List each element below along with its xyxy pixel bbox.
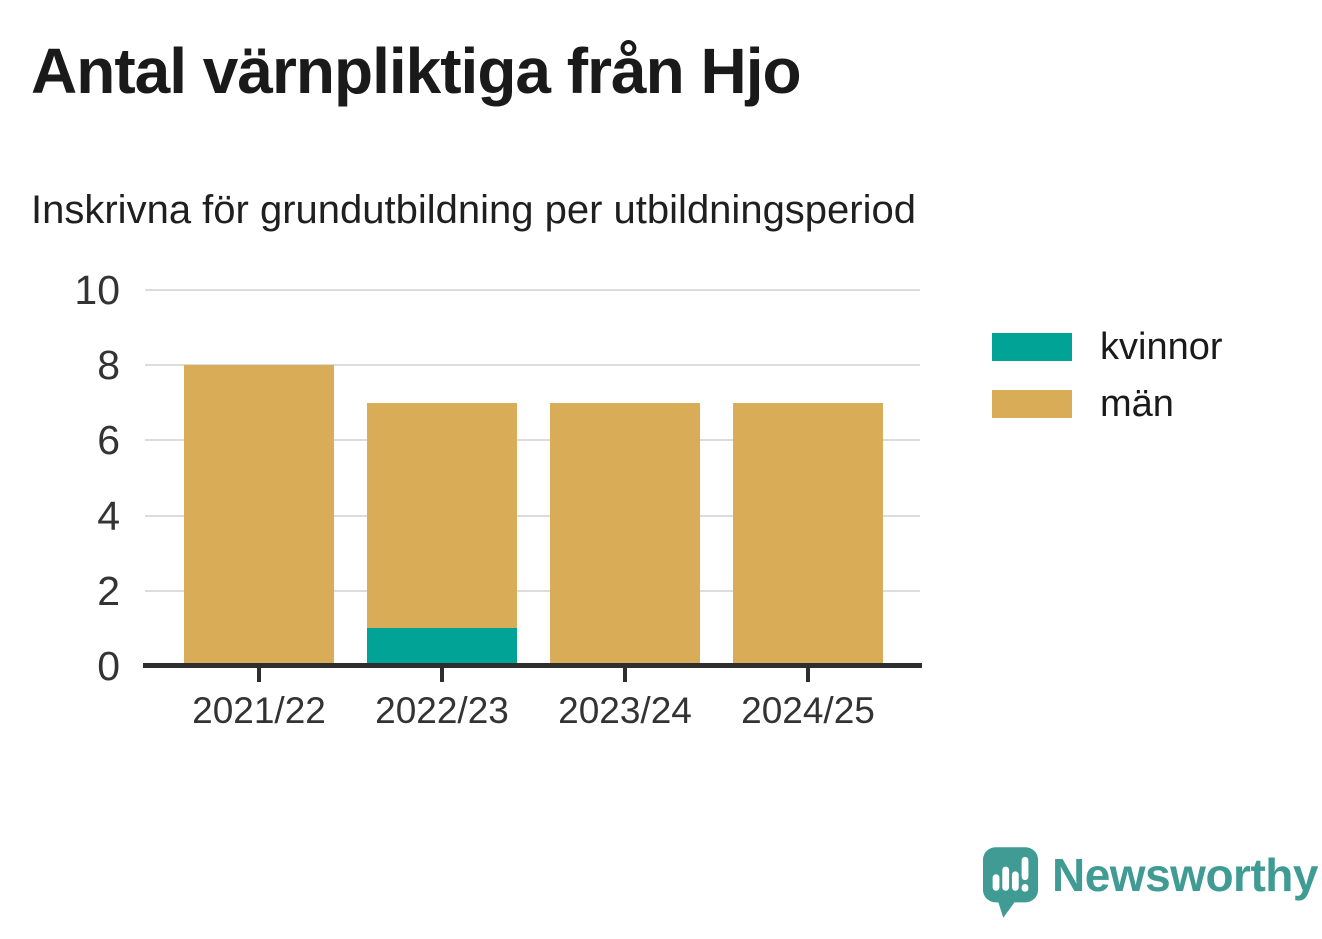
- x-axis-tick-2023/24: [623, 668, 627, 682]
- y-axis-tick-label-2: 2: [97, 567, 120, 614]
- x-axis-label-2023/24: 2023/24: [558, 690, 692, 731]
- x-axis-label-2021/22: 2021/22: [192, 690, 326, 731]
- newsworthy-logo-icon: [982, 847, 1039, 918]
- y-axis-tick-label-10: 10: [74, 267, 120, 313]
- y-axis-tick-label-4: 4: [97, 492, 120, 539]
- bar-chart-glyph: [992, 856, 1029, 892]
- y-axis-tick-label-6: 6: [97, 417, 120, 464]
- bar-segment-kvinnor-2022/23: [367, 628, 517, 666]
- y-axis-tick-label-8: 8: [97, 342, 120, 389]
- bar-segment-män-2024/25: [733, 402, 883, 666]
- legend-item-man: män: [992, 383, 1223, 425]
- x-axis-tick-2022/23: [440, 668, 444, 682]
- legend: kvinnor män: [992, 326, 1223, 447]
- y-axis-tick-label-0: 0: [97, 643, 120, 689]
- x-axis-tick-2024/25: [806, 668, 810, 682]
- gridline-2: [145, 589, 920, 592]
- bar-segment-män-2022/23: [367, 402, 517, 629]
- legend-label-man: män: [1100, 383, 1174, 425]
- x-axis-label-2024/25: 2024/25: [741, 690, 875, 731]
- x-axis-label-2022/23: 2022/23: [375, 690, 509, 731]
- gridline-10: [145, 289, 920, 291]
- x-axis-line: [143, 663, 922, 668]
- gridline-4: [145, 514, 920, 517]
- legend-label-kvinnor: kvinnor: [1100, 326, 1223, 368]
- bar-segment-män-2021/22: [184, 365, 334, 666]
- bar-segment-män-2023/24: [550, 402, 700, 666]
- x-axis-tick-2021/22: [257, 668, 261, 682]
- chart-subtitle: Inskrivna för grundutbildning per utbild…: [31, 188, 916, 232]
- chart-title: Antal värnpliktiga från Hjo: [31, 35, 802, 107]
- newsworthy-brand: Newsworthy: [982, 846, 1318, 920]
- gridline-8: [145, 364, 920, 367]
- legend-swatch-kvinnor: [992, 333, 1072, 361]
- speech-bubble-shape: [982, 847, 1039, 918]
- newsworthy-brand-name: Newsworthy: [1052, 849, 1318, 901]
- legend-swatch-man: [992, 390, 1072, 418]
- legend-item-kvinnor: kvinnor: [992, 326, 1223, 368]
- gridline-6: [145, 439, 920, 442]
